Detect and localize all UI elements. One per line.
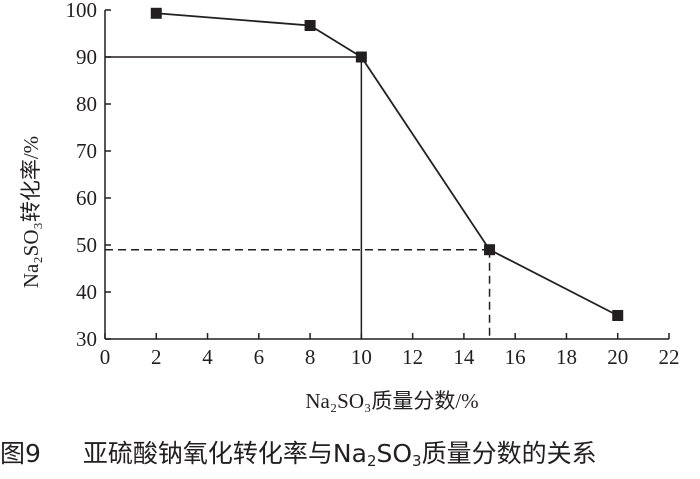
axes	[104, 9, 670, 340]
figure-caption: 图9 亚硫酸钠氧化转化率与Na2SO3质量分数的关系	[0, 431, 700, 477]
x-tick-label: 0	[100, 345, 111, 369]
data-markers	[150, 7, 624, 321]
y-tick-label: 80	[76, 92, 97, 116]
data-point-marker	[612, 310, 624, 321]
y-tick-label: 90	[76, 45, 97, 69]
reference-lines	[105, 56, 491, 339]
x-tick-label: 16	[505, 345, 526, 369]
x-tick-label: 4	[202, 345, 213, 369]
x-tick-label: 18	[556, 345, 577, 369]
x-tick-label: 8	[305, 345, 316, 369]
caption-subscript-2: 2	[366, 452, 377, 470]
data-point-marker	[484, 244, 496, 256]
x-tick-label: 2	[151, 345, 162, 369]
x-tick-label: 14	[453, 345, 475, 369]
x-axis-label: Na₂SO₃质量分数/%	[305, 389, 478, 413]
y-tick-label: 30	[76, 327, 97, 351]
figure-number: 图9	[0, 439, 41, 468]
x-tick-label: 20	[607, 345, 628, 369]
y-tick-label: 40	[76, 280, 97, 304]
y-tick-label: 70	[76, 139, 97, 163]
x-tick-label: 22	[659, 345, 680, 369]
series-line	[156, 12, 619, 317]
y-axis-label: Na₂SO₃转化率/%	[19, 136, 43, 288]
caption-subscript-3: 3	[412, 452, 422, 470]
series-polyline	[156, 12, 619, 317]
y-tick-label: 60	[76, 186, 97, 210]
caption-text-mid: SO	[376, 439, 413, 468]
x-tick-label: 10	[351, 345, 372, 369]
data-point-marker	[150, 7, 162, 19]
x-tick-label: 12	[402, 345, 423, 369]
x-tick-label: 6	[254, 345, 265, 369]
conversion-chart: 0 2 4 6 8 10 12 14 16 18 20 22 30 40 50 60 70 80 90 100 Na…	[19, 0, 680, 413]
y-tick-label: 50	[76, 233, 97, 257]
data-point-marker	[304, 20, 316, 32]
data-point-marker	[355, 51, 367, 63]
caption-text-after: 质量分数的关系	[421, 439, 597, 468]
x-tick-labels: 0 2 4 6 8 10 12 14 16 18 20 22	[100, 345, 680, 369]
y-tick-labels: 30 40 50 60 70 80 90 100	[66, 0, 98, 351]
caption-text-before: 亚硫酸钠氧化转化率与Na	[82, 439, 367, 468]
y-tick-label: 100	[66, 0, 98, 22]
